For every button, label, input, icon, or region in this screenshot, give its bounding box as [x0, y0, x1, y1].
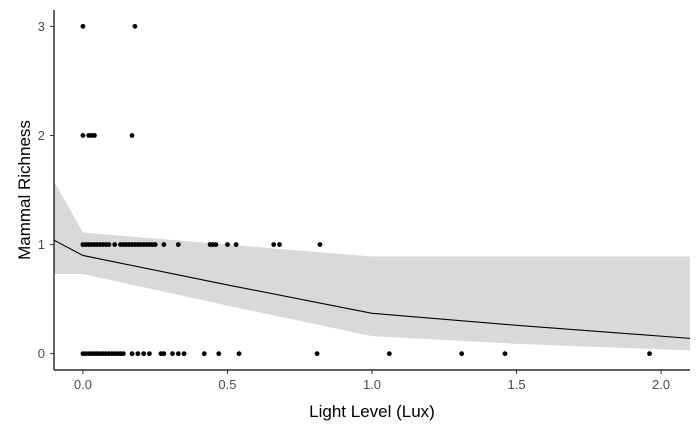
data-point [502, 351, 508, 357]
data-point [135, 351, 141, 357]
data-point [225, 242, 230, 247]
y-axis-title: Mammal Richness [15, 120, 34, 260]
fit-line-layer [53, 239, 691, 339]
data-point [80, 23, 86, 29]
data-point [386, 351, 392, 357]
data-point [120, 351, 126, 357]
data-point [112, 242, 118, 247]
data-point [129, 351, 135, 357]
data-points-layer [80, 23, 652, 357]
data-point [647, 351, 652, 357]
data-point [152, 242, 158, 247]
data-point [147, 351, 152, 357]
data-point [161, 351, 167, 357]
x-tick-label: 1.0 [363, 377, 381, 392]
data-point [141, 351, 147, 357]
x-tick-label: 1.5 [508, 377, 526, 392]
data-point [92, 133, 97, 138]
y-tick-label: 3 [38, 19, 45, 34]
x-tick-label: 0.5 [218, 377, 236, 392]
fit-line [53, 239, 691, 339]
data-point [233, 242, 239, 247]
y-tick-label: 0 [38, 346, 45, 361]
data-point [181, 351, 187, 357]
confidence-band [54, 181, 690, 351]
x-axis-title: Light Level (Lux) [309, 402, 435, 421]
data-point [213, 242, 219, 247]
confidence-band-layer [54, 181, 690, 351]
y-tick-label: 2 [38, 128, 45, 143]
data-point [201, 351, 207, 357]
x-ticks: 0.0 0.5 1.0 1.5 2.0 [74, 370, 670, 392]
data-point [170, 351, 175, 357]
data-point [175, 351, 181, 357]
data-point [132, 23, 138, 29]
data-point [314, 351, 320, 357]
data-point [161, 242, 167, 247]
x-tick-label: 2.0 [652, 377, 670, 392]
data-point [106, 242, 112, 247]
y-tick-label: 1 [38, 237, 45, 252]
data-point [317, 242, 323, 247]
x-tick-label: 0.0 [74, 377, 92, 392]
data-point [459, 351, 465, 357]
data-point [175, 242, 181, 247]
data-point [216, 351, 222, 357]
data-point [80, 133, 86, 138]
data-point [129, 133, 135, 138]
y-ticks: 0 1 2 3 [38, 19, 54, 361]
data-point [236, 351, 242, 357]
data-point [277, 242, 282, 247]
data-point [271, 242, 277, 247]
